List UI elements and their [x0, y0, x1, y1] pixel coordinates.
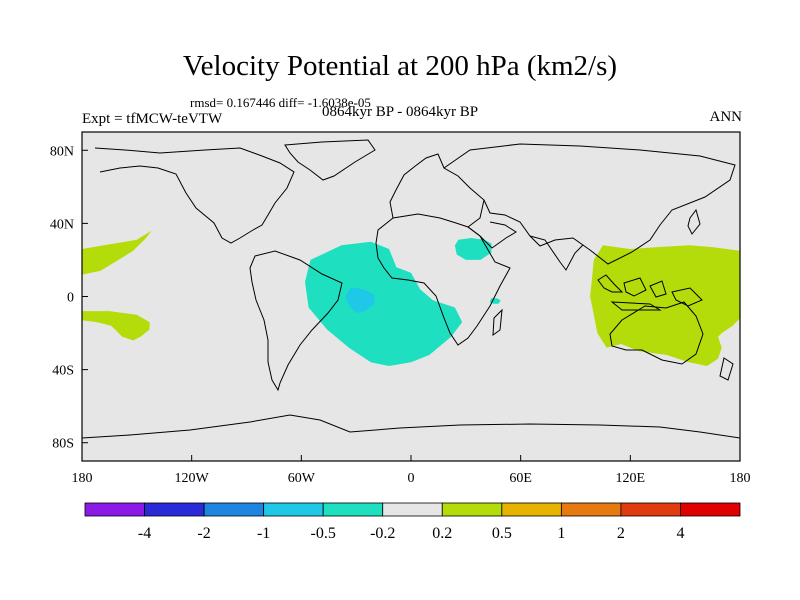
y-tick-label: 40N — [50, 217, 74, 232]
colorbar-swatch — [441, 502, 503, 517]
x-tick-label: 60W — [288, 471, 316, 486]
region-brazil-core — [345, 287, 375, 313]
period-label: 0864kyr BP - 0864kyr BP — [322, 104, 479, 120]
colorbar-label: 0.5 — [492, 525, 512, 542]
x-tick-label: 120E — [616, 471, 646, 486]
colorbar-swatch — [144, 502, 205, 517]
colorbar-label: 0.2 — [432, 525, 452, 542]
colorbar-label: -1 — [257, 525, 270, 542]
region-east-pacific-south-positive — [82, 311, 150, 341]
colorbar-label: -0.5 — [311, 525, 336, 542]
x-tick-label: 0 — [408, 471, 415, 486]
colorbar-swatch — [203, 502, 265, 517]
colorbar-label: 4 — [676, 525, 684, 542]
colorbar: -4 -2 -1 -0.5 -0.2 0.2 0.5 1 2 4 — [84, 502, 741, 542]
x-tick-label: 180 — [730, 471, 751, 486]
colorbar-swatch — [322, 502, 384, 517]
chart-title: Velocity Potential at 200 hPa (km2/s) — [182, 50, 618, 82]
colorbar-swatch — [680, 502, 741, 517]
colorbar-swatch — [560, 502, 622, 517]
y-axis: 80N 40N 0 40S 80S — [50, 144, 88, 452]
colorbar-swatch — [382, 502, 443, 517]
colorbar-label: -4 — [138, 525, 151, 542]
region-east-africa-negative — [489, 298, 501, 304]
experiment-label: Expt = tfMCW-teVTW — [82, 111, 223, 127]
y-tick-label: 80N — [50, 144, 74, 159]
x-axis: 180 120W 60W 0 60E 120E 180 — [72, 455, 751, 486]
season-label: ANN — [709, 109, 743, 125]
colorbar-swatch — [501, 502, 562, 517]
x-tick-label: 120W — [175, 471, 210, 486]
region-arabia-negative — [454, 238, 492, 260]
colorbar-label: 2 — [617, 525, 625, 542]
coastlines — [82, 139, 740, 439]
x-tick-label: 180 — [72, 471, 93, 486]
colorbar-label: 1 — [557, 525, 565, 542]
region-atlantic-africa-negative — [305, 241, 463, 366]
colorbar-label: -0.2 — [370, 525, 395, 542]
colorbar-swatch — [620, 502, 681, 517]
colorbar-swatch — [84, 502, 145, 517]
stats-label: rmsd= 0.167446 diff= -1.6038e-05 — [190, 95, 371, 110]
colorbar-label: -2 — [197, 525, 210, 542]
x-tick-label: 60E — [509, 471, 532, 486]
y-tick-label: 80S — [52, 437, 74, 452]
y-tick-label: 0 — [67, 291, 74, 306]
y-tick-label: 40S — [52, 364, 74, 379]
region-east-pacific-north-positive — [82, 230, 152, 275]
colorbar-swatch — [263, 502, 324, 517]
